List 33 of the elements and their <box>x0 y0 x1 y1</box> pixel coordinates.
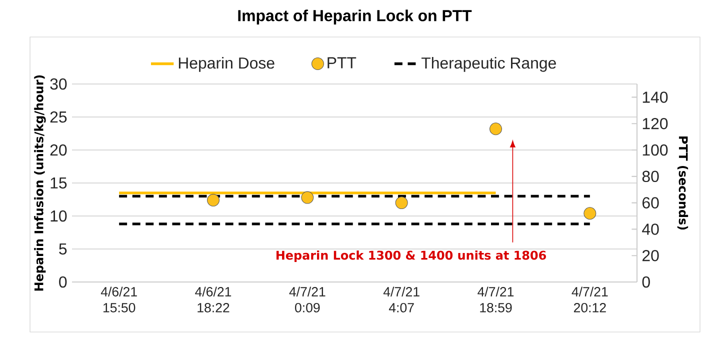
y2-tick-label: 140 <box>642 92 668 103</box>
y-tick-label: 30 <box>50 78 67 90</box>
y2-axis-title: PTT (seconds) <box>677 136 688 230</box>
y-tick-label: 10 <box>50 210 67 222</box>
x-tick-label: 4/6/21 18:22 <box>195 286 232 312</box>
chart-title: Impact of Heparin Lock on PTT <box>238 10 472 24</box>
point <box>490 122 502 136</box>
y-tick-label: 20 <box>50 144 67 156</box>
x-tick-label: 4/7/21 0:09 <box>289 286 326 312</box>
annotation: Heparin Lock 1300 & 1400 units at 1806 <box>276 250 546 262</box>
x-tick-label: 4/7/21 4:07 <box>383 286 420 312</box>
point <box>207 194 220 206</box>
x-tick-label: 4/7/21 18:59 <box>478 286 514 312</box>
y2-tick-label: 60 <box>642 197 659 208</box>
y2-tick-label: 0 <box>642 276 650 288</box>
legend-label: Heparin Dose <box>178 56 274 72</box>
legend-label: Therapeutic Range <box>421 56 556 72</box>
y-tick-label: 5 <box>59 243 67 255</box>
y-tick-label: 25 <box>50 111 67 123</box>
y2-tick-label: 100 <box>642 144 668 156</box>
point <box>584 207 596 220</box>
y-axis-title: Heparin Infusion (units/kg/hour) <box>34 75 46 291</box>
x-tick-label: 4/7/21 20:12 <box>572 286 608 312</box>
y2-tick-label: 80 <box>642 170 659 182</box>
point <box>395 196 408 210</box>
legend-label: PTT <box>328 57 356 68</box>
y2-tick-label: 120 <box>642 118 668 130</box>
point <box>301 191 314 204</box>
y-tick-label: 0 <box>59 276 67 288</box>
x-tick-label: 4/6/21 15:50 <box>100 286 137 312</box>
y2-tick-label: 40 <box>642 224 659 235</box>
y-tick-label: 15 <box>50 177 67 189</box>
y2-tick-label: 20 <box>642 250 659 262</box>
